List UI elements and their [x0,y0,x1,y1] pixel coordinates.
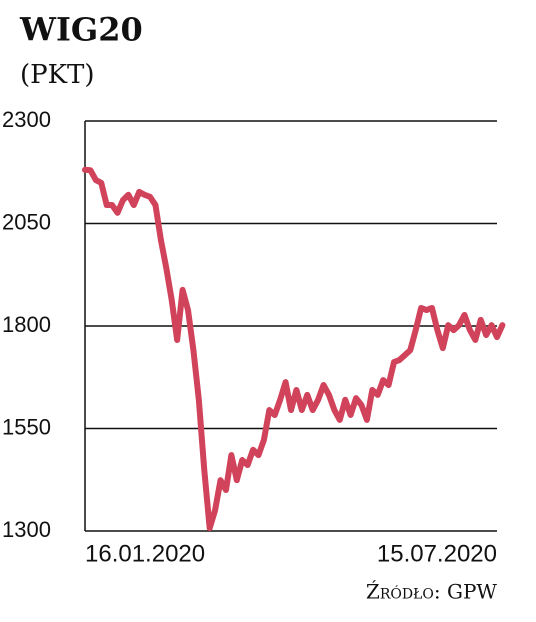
data-line [82,166,506,532]
source: Źródło: GPW [366,580,498,604]
chart-title: WIG20 [19,11,143,49]
y-tick-label: 1550 [2,414,51,439]
x-tick-label: 16.01.2020 [85,540,205,567]
x-tick-label: 15.07.2020 [377,540,497,567]
y-tick-label: 1800 [2,312,51,337]
y-tick-label: 1300 [2,517,51,542]
y-tick-label: 2300 [2,107,51,132]
y-tick-label: 2050 [2,209,51,234]
chart-subtitle: (PKT) [20,60,95,90]
